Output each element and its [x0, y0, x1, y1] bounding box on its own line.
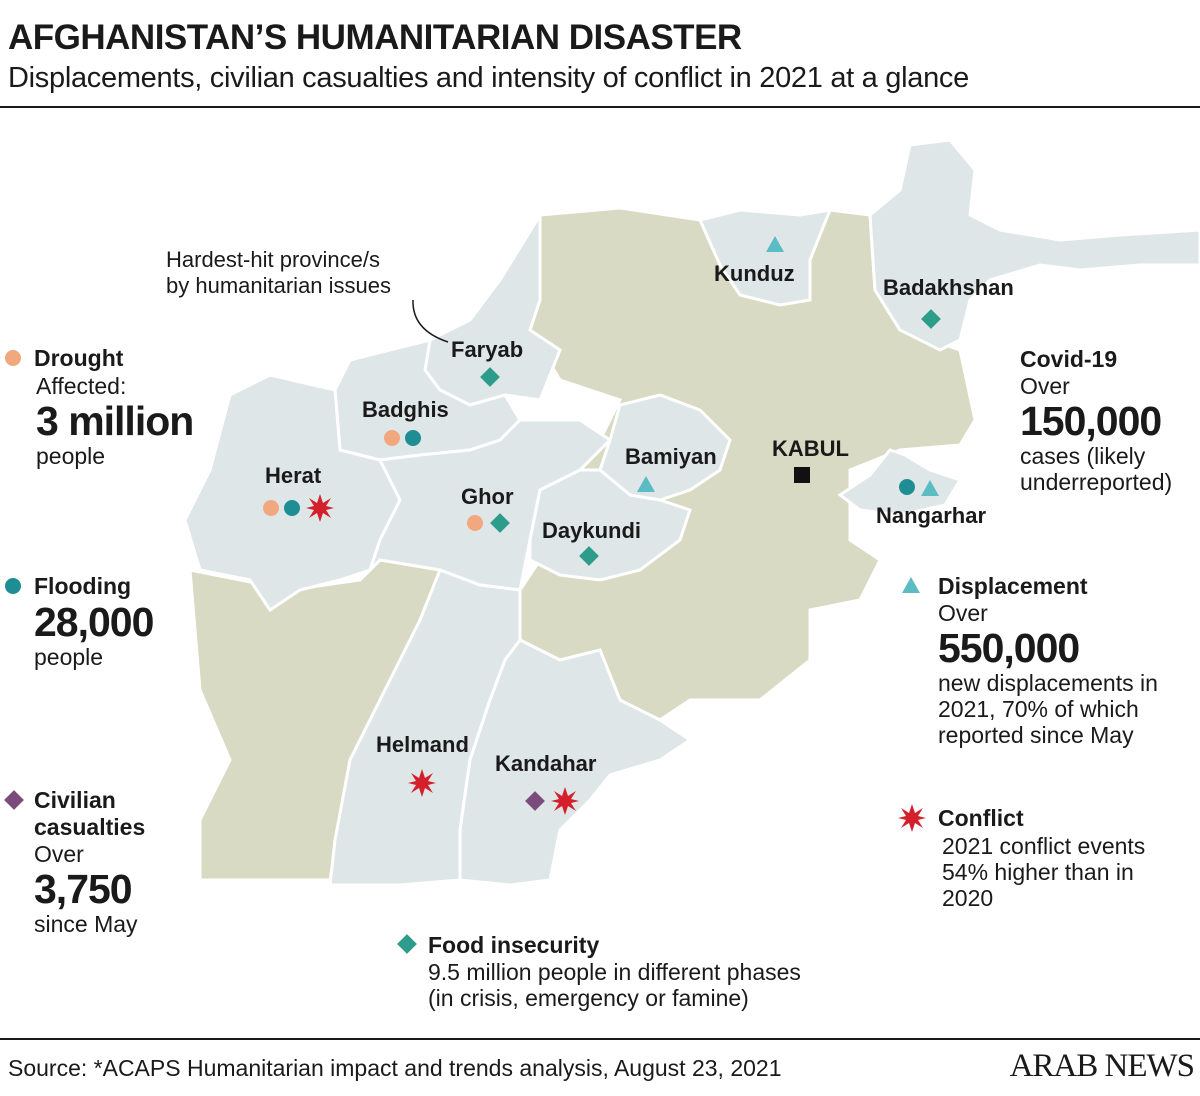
badghis-drought-icon — [384, 430, 400, 446]
legend-displacement: Displacement Over 550,000 new displaceme… — [938, 573, 1158, 748]
legend-civilian-line1: Over — [34, 841, 84, 867]
callout-line-2: by humanitarian issues — [166, 273, 392, 298]
label-badakhshan: Badakhshan — [883, 275, 1014, 300]
label-kandahar: Kandahar — [495, 751, 597, 776]
kandahar-shape — [458, 638, 693, 887]
legend-drought-icon — [5, 350, 21, 366]
legend-displacement-line2: new displacements in — [938, 670, 1158, 696]
legend-displacement-line1: Over — [938, 600, 988, 626]
label-kabul: KABUL — [772, 436, 849, 461]
legend-food-line1: 9.5 million people in different phases — [428, 959, 801, 985]
callout-leader — [412, 299, 449, 343]
nangarhar-flooding-icon — [899, 479, 915, 495]
label-kunduz: Kunduz — [714, 261, 795, 286]
callout-line-1: Hardest-hit province/s — [166, 247, 380, 272]
legend-drought-heading: Drought — [34, 345, 124, 371]
label-ghor: Ghor — [461, 484, 514, 509]
kunduz-shape — [697, 208, 833, 307]
badakhshan-shape — [868, 138, 1200, 352]
ghor-drought-icon — [467, 515, 483, 531]
legend-covid-line2: cases (likely — [1020, 443, 1146, 469]
legend-drought-body: Affected: 3 million people — [36, 373, 194, 469]
legend-displacement-line3: 2021, 70% of which — [938, 696, 1139, 722]
legend-displacement-line4: reported since May — [938, 722, 1134, 748]
label-badghis: Badghis — [362, 397, 449, 422]
legend-covid: Covid-19 Over 150,000 cases (likely unde… — [1020, 346, 1172, 495]
kunduz-displacement-icon — [766, 236, 784, 252]
legend-flooding-heading: Flooding — [34, 573, 132, 599]
herat-drought-icon — [263, 500, 279, 516]
legend-displacement-heading: Displacement — [938, 573, 1088, 599]
legend-civilian-casualties: Civilian casualties Over 3,750 since May — [34, 787, 145, 937]
legend-conflict-heading: Conflict — [938, 805, 1024, 831]
herat-flooding-icon — [284, 500, 300, 516]
legend-conflict-icon — [898, 804, 926, 832]
label-herat: Herat — [265, 463, 322, 488]
top-divider — [0, 106, 1200, 108]
legend-drought-line2: people — [36, 443, 106, 469]
bottom-divider — [0, 1038, 1200, 1040]
legend-covid-heading: Covid-19 — [1020, 346, 1118, 372]
legend-drought-figure: 3 million — [36, 398, 194, 444]
daykundi-shape — [528, 468, 692, 582]
legend-civilian-heading2: casualties — [34, 814, 146, 840]
legend-food-heading: Food insecurity — [428, 932, 600, 958]
legend-conflict: Conflict — [938, 805, 1024, 832]
legend-drought-line1: Affected: — [36, 373, 127, 399]
legend-civilian-heading1: Civilian — [34, 787, 116, 813]
callout-note: Hardest-hit province/s by humanitarian i… — [166, 247, 391, 299]
brand-logo: ARAB NEWS — [1009, 1048, 1195, 1084]
legend-flooding-line2: people — [34, 644, 104, 670]
legend-displacement-figure: 550,000 — [938, 625, 1080, 671]
label-helmand: Helmand — [376, 732, 469, 757]
legend-conflict-line3: 2020 — [942, 885, 994, 911]
bamiyan-displacement-icon — [637, 476, 655, 492]
legend-displacement-icon — [902, 577, 920, 593]
legend-civilian-figure: 3,750 — [34, 866, 133, 912]
legend-conflict-line2: 54% higher than in — [942, 859, 1134, 885]
legend-covid-line1: Over — [1020, 373, 1070, 399]
legend-civilian-line2: since May — [34, 911, 138, 937]
nangarhar-displacement-icon — [921, 480, 939, 496]
legend-conflict-body: 2021 conflict events 54% higher than in … — [942, 833, 1145, 911]
label-daykundi: Daykundi — [542, 518, 642, 543]
hardest-hit-provinces — [183, 138, 1200, 887]
kabul-capital-icon — [794, 467, 810, 483]
label-faryab: Faryab — [451, 337, 524, 362]
source-note: Source: *ACAPS Humanitarian impact and t… — [8, 1055, 782, 1081]
legend-flooding: Flooding 28,000 people — [34, 573, 154, 670]
legend-flooding-figure: 28,000 — [34, 599, 154, 645]
legend-food-insecurity: Food insecurity 9.5 million people in di… — [428, 932, 801, 1011]
legend-covid-figure: 150,000 — [1020, 398, 1162, 444]
legend-covid-line3: underreported) — [1020, 469, 1173, 495]
badghis-flooding-icon — [405, 430, 421, 446]
legend-conflict-line1: 2021 conflict events — [942, 833, 1146, 859]
legend-food-line2: (in crisis, emergency or famine) — [428, 985, 749, 1011]
page-subtitle: Displacements, civilian casualties and i… — [8, 62, 969, 94]
legend-drought: Drought — [34, 345, 123, 372]
legend-flooding-icon — [5, 578, 21, 594]
page-title: AFGHANISTAN’S HUMANITARIAN DISASTER — [8, 18, 742, 57]
other-provinces — [188, 206, 977, 882]
label-bamiyan: Bamiyan — [625, 444, 717, 469]
label-nangarhar: Nangarhar — [876, 503, 987, 528]
